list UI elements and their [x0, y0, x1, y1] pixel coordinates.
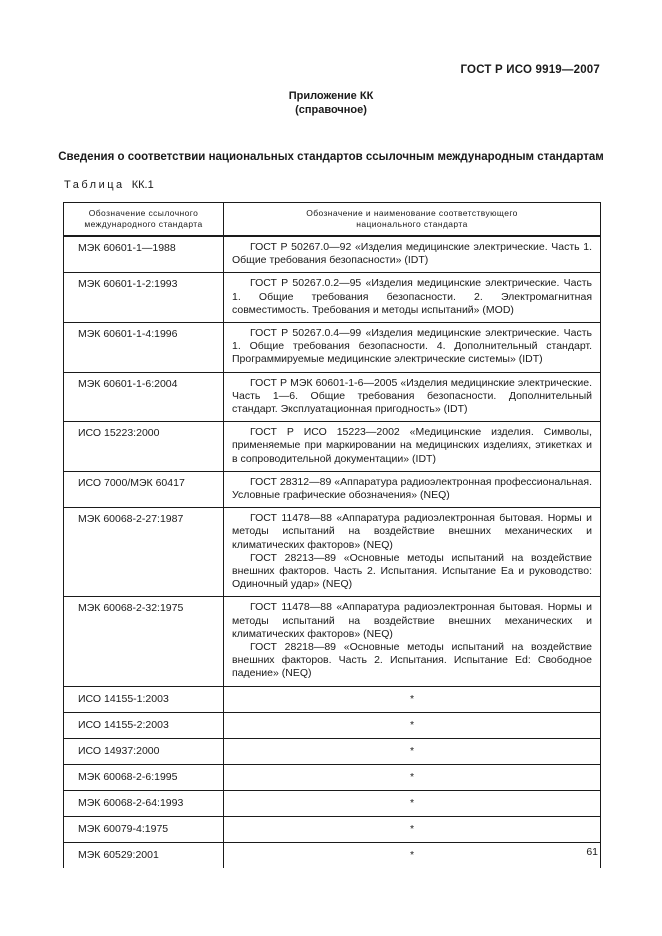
intl-standard-cell: ИСО 14155-1:2003: [63, 685, 224, 713]
table-caption: Таблица КК.1: [64, 179, 154, 191]
national-standard-cell: *: [223, 763, 601, 791]
national-standard-paragraph: ГОСТ 28213—89 «Основные методы испытаний…: [232, 551, 592, 591]
appendix-heading: Приложение КК (справочное): [0, 90, 662, 117]
table-row: ИСО 14155-1:2003 *: [63, 685, 601, 713]
intl-standard-cell: МЭК 60068-2-27:1987: [63, 507, 224, 598]
national-standard-paragraph: *: [409, 848, 415, 861]
intl-standard-cell: ИСО 14937:2000: [63, 737, 224, 765]
national-standard-paragraph: ГОСТ Р ИСО 15223—2002 «Медицинские издел…: [232, 426, 592, 465]
appendix-subtitle: (справочное): [295, 103, 367, 116]
national-standard-cell: ГОСТ Р ИСО 15223—2002 «Медицинские издел…: [223, 421, 601, 472]
intl-standard-cell: МЭК 60601-1-4:1996: [63, 322, 224, 373]
national-standard-paragraph: ГОСТ Р МЭК 60601-1-6—2005 «Изделия медиц…: [232, 376, 592, 416]
national-standard-paragraph: ГОСТ 11478—88 «Аппаратура радиоэлектронн…: [232, 512, 592, 551]
national-standard-paragraph: *: [409, 822, 415, 835]
national-standard-paragraph: *: [409, 770, 415, 783]
table-row: МЭК 60601-1-4:1996 ГОСТ Р 50267.0.4—99 «И…: [63, 322, 601, 373]
national-standard-cell: *: [223, 841, 601, 868]
intl-standard-cell: МЭК 60601-1-2:1993: [63, 272, 224, 324]
national-standard-paragraph: ГОСТ Р 50267.0.2—95 «Изделия медицинские…: [232, 277, 592, 316]
national-standard-cell: *: [223, 789, 601, 817]
table-row: МЭК 60068-2-32:1975 ГОСТ 11478—88 «Аппара…: [63, 596, 601, 687]
table-row: МЭК 60601-1-6:2004 ГОСТ Р МЭК 60601-1-6—2…: [63, 371, 601, 423]
national-standard-cell: ГОСТ Р 50267.0—92 «Изделия медицинские э…: [223, 235, 601, 274]
standards-table-body: МЭК 60601-1—1988 ГОСТ Р 50267.0—92 «Издел…: [63, 235, 601, 868]
table-caption-number: КК.1: [131, 179, 154, 191]
header-national-line2: национального стандарта: [356, 219, 468, 229]
intl-standard-cell: МЭК 60068-2-32:1975: [63, 596, 224, 687]
intl-standard-cell: МЭК 60068-2-64:1993: [63, 789, 224, 817]
national-standard-paragraph: ГОСТ 28218—89 «Основные методы испытаний…: [232, 641, 592, 680]
national-standard-cell: *: [223, 685, 601, 713]
header-national-line1: Обозначение и наименование соответствующ…: [306, 208, 518, 218]
national-standard-cell: ГОСТ 11478—88 «Аппаратура радиоэлектронн…: [223, 507, 601, 598]
national-standard-paragraph: ГОСТ Р 50267.0.4—99 «Изделия медицинские…: [232, 327, 592, 366]
table-row: МЭК 60068-2-27:1987 ГОСТ 11478—88 «Аппара…: [63, 507, 601, 598]
national-standard-paragraph: *: [409, 718, 415, 731]
national-standard-cell: *: [223, 711, 601, 739]
national-standard-cell: ГОСТ Р МЭК 60601-1-6—2005 «Изделия медиц…: [223, 371, 601, 423]
national-standard-cell: ГОСТ Р 50267.0.4—99 «Изделия медицинские…: [223, 322, 601, 373]
national-standard-paragraph: ГОСТ Р 50267.0—92 «Изделия медицинские э…: [232, 241, 592, 267]
table-header-intl: Обозначение ссылочного международного ст…: [63, 202, 224, 237]
table-header-national: Обозначение и наименование соответствующ…: [223, 202, 601, 237]
table-row: ИСО 14937:2000 *: [63, 737, 601, 765]
intl-standard-cell: МЭК 60068-2-6:1995: [63, 763, 224, 791]
national-standard-cell: ГОСТ Р 50267.0.2—95 «Изделия медицинские…: [223, 272, 601, 324]
intl-standard-cell: ИСО 14155-2:2003: [63, 711, 224, 739]
standards-table: Обозначение ссылочного международного ст…: [63, 202, 601, 868]
table-header-row: Обозначение ссылочного международного ст…: [63, 202, 601, 237]
table-row: МЭК 60601-1-2:1993 ГОСТ Р 50267.0.2—95 «И…: [63, 272, 601, 324]
table-caption-label: Таблица: [64, 179, 125, 191]
intl-standard-cell: МЭК 60529:2001: [63, 841, 224, 868]
header-intl-line1: Обозначение ссылочного: [88, 208, 199, 218]
intl-standard-cell: МЭК 60079-4:1975: [63, 815, 224, 843]
standards-table-container: Обозначение ссылочного международного ст…: [63, 202, 601, 868]
national-standard-cell: *: [223, 737, 601, 765]
intl-standard-cell: МЭК 60601-1—1988: [63, 235, 224, 274]
national-standard-paragraph: ГОСТ 11478—88 «Аппаратура радиоэлектронн…: [232, 601, 592, 640]
intl-standard-cell: ИСО 7000/МЭК 60417: [63, 470, 224, 509]
page-number: 61: [586, 846, 598, 858]
section-title: Сведения о соответствии национальных ста…: [58, 151, 604, 163]
table-row: МЭК 60068-2-64:1993 *: [63, 789, 601, 817]
intl-standard-cell: ИСО 15223:2000: [63, 421, 224, 472]
national-standard-paragraph: *: [409, 692, 415, 705]
table-row: МЭК 60079-4:1975 *: [63, 815, 601, 843]
doc-reference: ГОСТ Р ИСО 9919—2007: [460, 64, 600, 76]
national-standard-paragraph: *: [409, 796, 415, 809]
table-row: МЭК 60068-2-6:1995 *: [63, 763, 601, 791]
table-row: МЭК 60529:2001 *: [63, 841, 601, 868]
national-standard-cell: *: [223, 815, 601, 843]
intl-standard-cell: МЭК 60601-1-6:2004: [63, 371, 224, 423]
table-row: МЭК 60601-1—1988 ГОСТ Р 50267.0—92 «Издел…: [63, 235, 601, 274]
header-intl-line2: международного стандарта: [84, 219, 203, 229]
national-standard-cell: ГОСТ 28312—89 «Аппаратура радиоэлектронн…: [223, 470, 601, 509]
table-row: ИСО 14155-2:2003 *: [63, 711, 601, 739]
table-row: ИСО 15223:2000 ГОСТ Р ИСО 15223—2002 «Мед…: [63, 421, 601, 472]
table-row: ИСО 7000/МЭК 60417 ГОСТ 28312—89 «Аппарат…: [63, 470, 601, 509]
national-standard-cell: ГОСТ 11478—88 «Аппаратура радиоэлектронн…: [223, 596, 601, 687]
national-standard-paragraph: *: [409, 744, 415, 757]
national-standard-paragraph: ГОСТ 28312—89 «Аппаратура радиоэлектронн…: [232, 475, 592, 502]
appendix-title: Приложение КК: [288, 90, 374, 102]
